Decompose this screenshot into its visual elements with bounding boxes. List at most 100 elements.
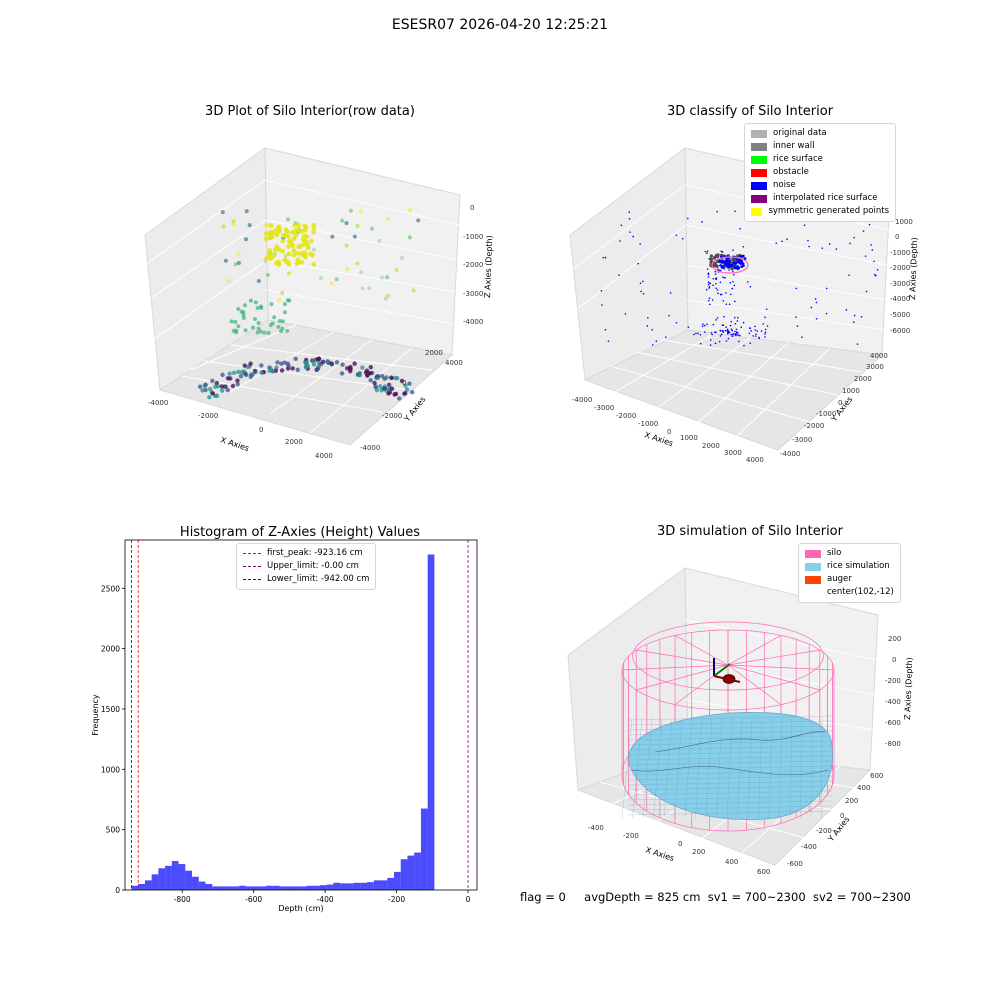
raw-point [234,330,239,335]
noise-point [665,336,667,338]
raw-point [256,278,261,283]
raw-3d-box [144,147,461,446]
silo-roof-spoke [621,664,729,671]
raw-point [279,329,284,334]
raw-point [266,273,271,278]
rice-mesh-line [737,717,743,819]
raw-point [368,364,373,370]
raw-point [399,255,404,260]
noise-point [723,315,725,318]
raw-point [241,315,246,320]
inner-wall-point [709,257,713,261]
noise-point [629,231,631,233]
raw-point [213,384,218,389]
raw-zlabel: Z Axies (Depth) [483,235,494,298]
noise-point [737,266,741,270]
noise-point [760,330,763,332]
noise-point [732,270,734,272]
noise-point [637,262,639,265]
legend-entry: Upper_limit: -0.00 cm [243,560,369,573]
noise-point [604,328,607,331]
raw-point [262,330,267,335]
rice-mesh-line [627,785,833,791]
histogram-xtick-label: -200 [388,895,405,904]
sim-ytick: -200 [816,827,832,835]
raw-point [268,323,273,328]
raw-point [238,373,244,379]
raw-point [394,267,399,272]
raw-point [377,238,382,243]
raw-point [330,234,335,239]
noise-point [737,334,740,336]
noise-point [712,323,715,326]
noise-point [702,323,704,325]
simulation-3d-title: 3D simulation of Silo Interior [657,524,843,539]
raw-point [276,297,281,302]
silo-roof-spoke [636,664,729,691]
noise-point [647,317,649,319]
histogram-chart: Histogram of Z-Axies (Height) Values -80… [91,525,478,913]
sim-ytick: -400 [801,843,817,851]
raw-point [236,369,241,375]
histogram-bar [387,877,395,890]
raw-ytick: 0 [402,379,406,387]
raw-point [272,315,277,320]
raw-point [210,391,215,396]
raw-point [360,365,365,370]
raw-point [282,310,287,315]
raw-point [299,259,305,265]
legend-label: noise [773,180,796,190]
cls-ztick: 1000 [895,218,913,226]
histogram-bar [293,886,300,890]
noise-point [733,316,736,319]
noise-point [687,326,690,328]
rice-mesh-line [627,810,833,816]
noise-point [709,282,712,285]
noise-point [723,262,727,266]
noise-point [732,249,734,251]
noise-point [707,299,710,302]
raw-point [293,232,299,238]
raw-point [259,363,264,368]
histogram-bar [367,882,374,890]
raw-point [300,242,306,248]
noise-point [730,320,733,323]
histogram-bar [427,554,435,890]
classify-legend: original data inner wall rice surface obsta… [744,123,896,222]
cls-xtick: -1000 [638,420,658,428]
raw-point [253,300,258,305]
noise-point [765,308,768,310]
noise-point [722,324,725,327]
raw-point [243,237,248,242]
histogram-bar [414,852,421,890]
cls-ytick: -3000 [792,436,812,444]
noise-point [876,268,879,271]
noise-point [845,309,848,311]
legend-entry: inner wall [751,140,889,153]
noise-point [651,344,654,346]
legend-swatch [243,566,261,567]
classify-3d-panel: 3D classify of Silo Interior -4000 -3000… [560,100,940,480]
noise-point [868,223,871,226]
raw-point [397,396,402,401]
raw-point [207,386,213,392]
raw-point [236,261,241,266]
noise-point [737,331,739,334]
noise-point [719,335,722,337]
noise-point [775,242,778,244]
raw-point [295,367,300,373]
legend-label: inner wall [773,141,815,151]
noise-point [766,325,769,327]
histogram-xlabel: Depth (cm) [278,904,323,913]
histogram-bar [192,876,199,890]
raw-point [263,231,269,236]
status-footer: flag = 0 avgDepth = 825 cm sv1 = 700~230… [520,890,911,904]
raw-point [242,363,247,368]
raw-point [286,251,292,257]
noise-point [716,210,718,213]
cls-ytick: -2000 [804,422,824,430]
simulation-3d-panel: 3D simulation of Silo Interior -400 -20 [560,520,940,900]
raw-point [329,361,335,367]
raw-3d-title: 3D Plot of Silo Interior(row data) [205,104,415,119]
histogram-bar [144,880,152,890]
